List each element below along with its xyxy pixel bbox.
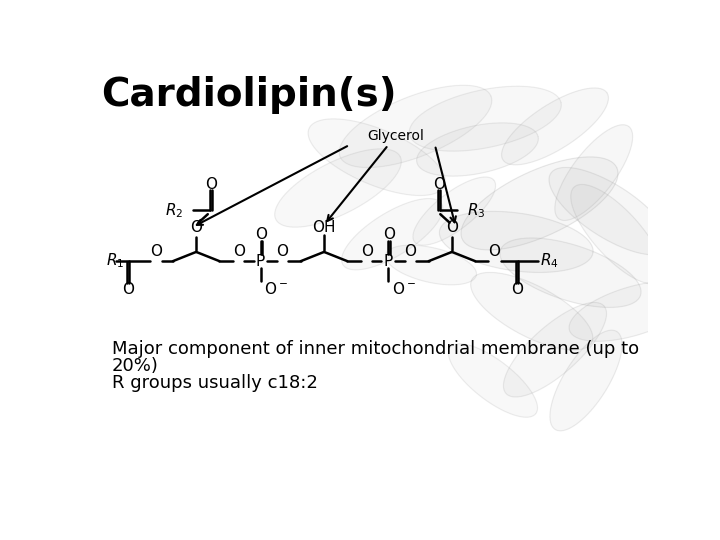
Text: O: O [433,177,445,192]
Text: O: O [383,227,395,242]
Text: Major component of inner mitochondrial membrane (up to: Major component of inner mitochondrial m… [112,340,639,357]
Text: O: O [122,282,134,297]
Polygon shape [339,85,492,167]
Polygon shape [503,302,606,397]
Text: O$^-$: O$^-$ [392,281,416,297]
Polygon shape [569,281,696,341]
Text: $R_2$: $R_2$ [165,201,183,220]
Text: O: O [256,227,267,242]
Polygon shape [550,330,622,431]
Text: O: O [190,220,202,235]
Polygon shape [571,185,663,284]
Text: O: O [404,244,416,259]
Polygon shape [449,344,538,417]
Text: O$^-$: O$^-$ [264,281,289,297]
Text: R groups usually c18:2: R groups usually c18:2 [112,374,318,391]
Text: Glycerol: Glycerol [368,129,425,143]
Text: O: O [233,244,245,259]
Polygon shape [275,149,401,227]
Polygon shape [413,177,495,245]
Polygon shape [502,88,608,165]
Text: Cardiolipin(s): Cardiolipin(s) [101,76,397,114]
Polygon shape [461,157,618,250]
Text: OH: OH [312,220,336,235]
Polygon shape [409,86,562,151]
Text: 20%): 20%) [112,356,158,375]
Polygon shape [439,211,593,273]
Text: O: O [446,220,458,235]
Text: $R_3$: $R_3$ [467,201,485,220]
Polygon shape [555,125,633,220]
Polygon shape [500,238,641,307]
Polygon shape [385,245,477,285]
Text: O: O [205,177,217,192]
Text: P: P [384,254,393,268]
Text: O: O [511,282,523,297]
Text: O: O [489,244,500,259]
Text: O: O [276,244,288,259]
Text: O: O [361,244,373,259]
Polygon shape [342,199,443,270]
Text: P: P [256,254,265,268]
Polygon shape [549,167,670,255]
Text: $R_4$: $R_4$ [539,252,558,271]
Polygon shape [471,272,593,350]
Text: $R_1$: $R_1$ [106,252,124,271]
Polygon shape [308,119,446,195]
Polygon shape [417,123,539,176]
Text: O: O [150,244,162,259]
